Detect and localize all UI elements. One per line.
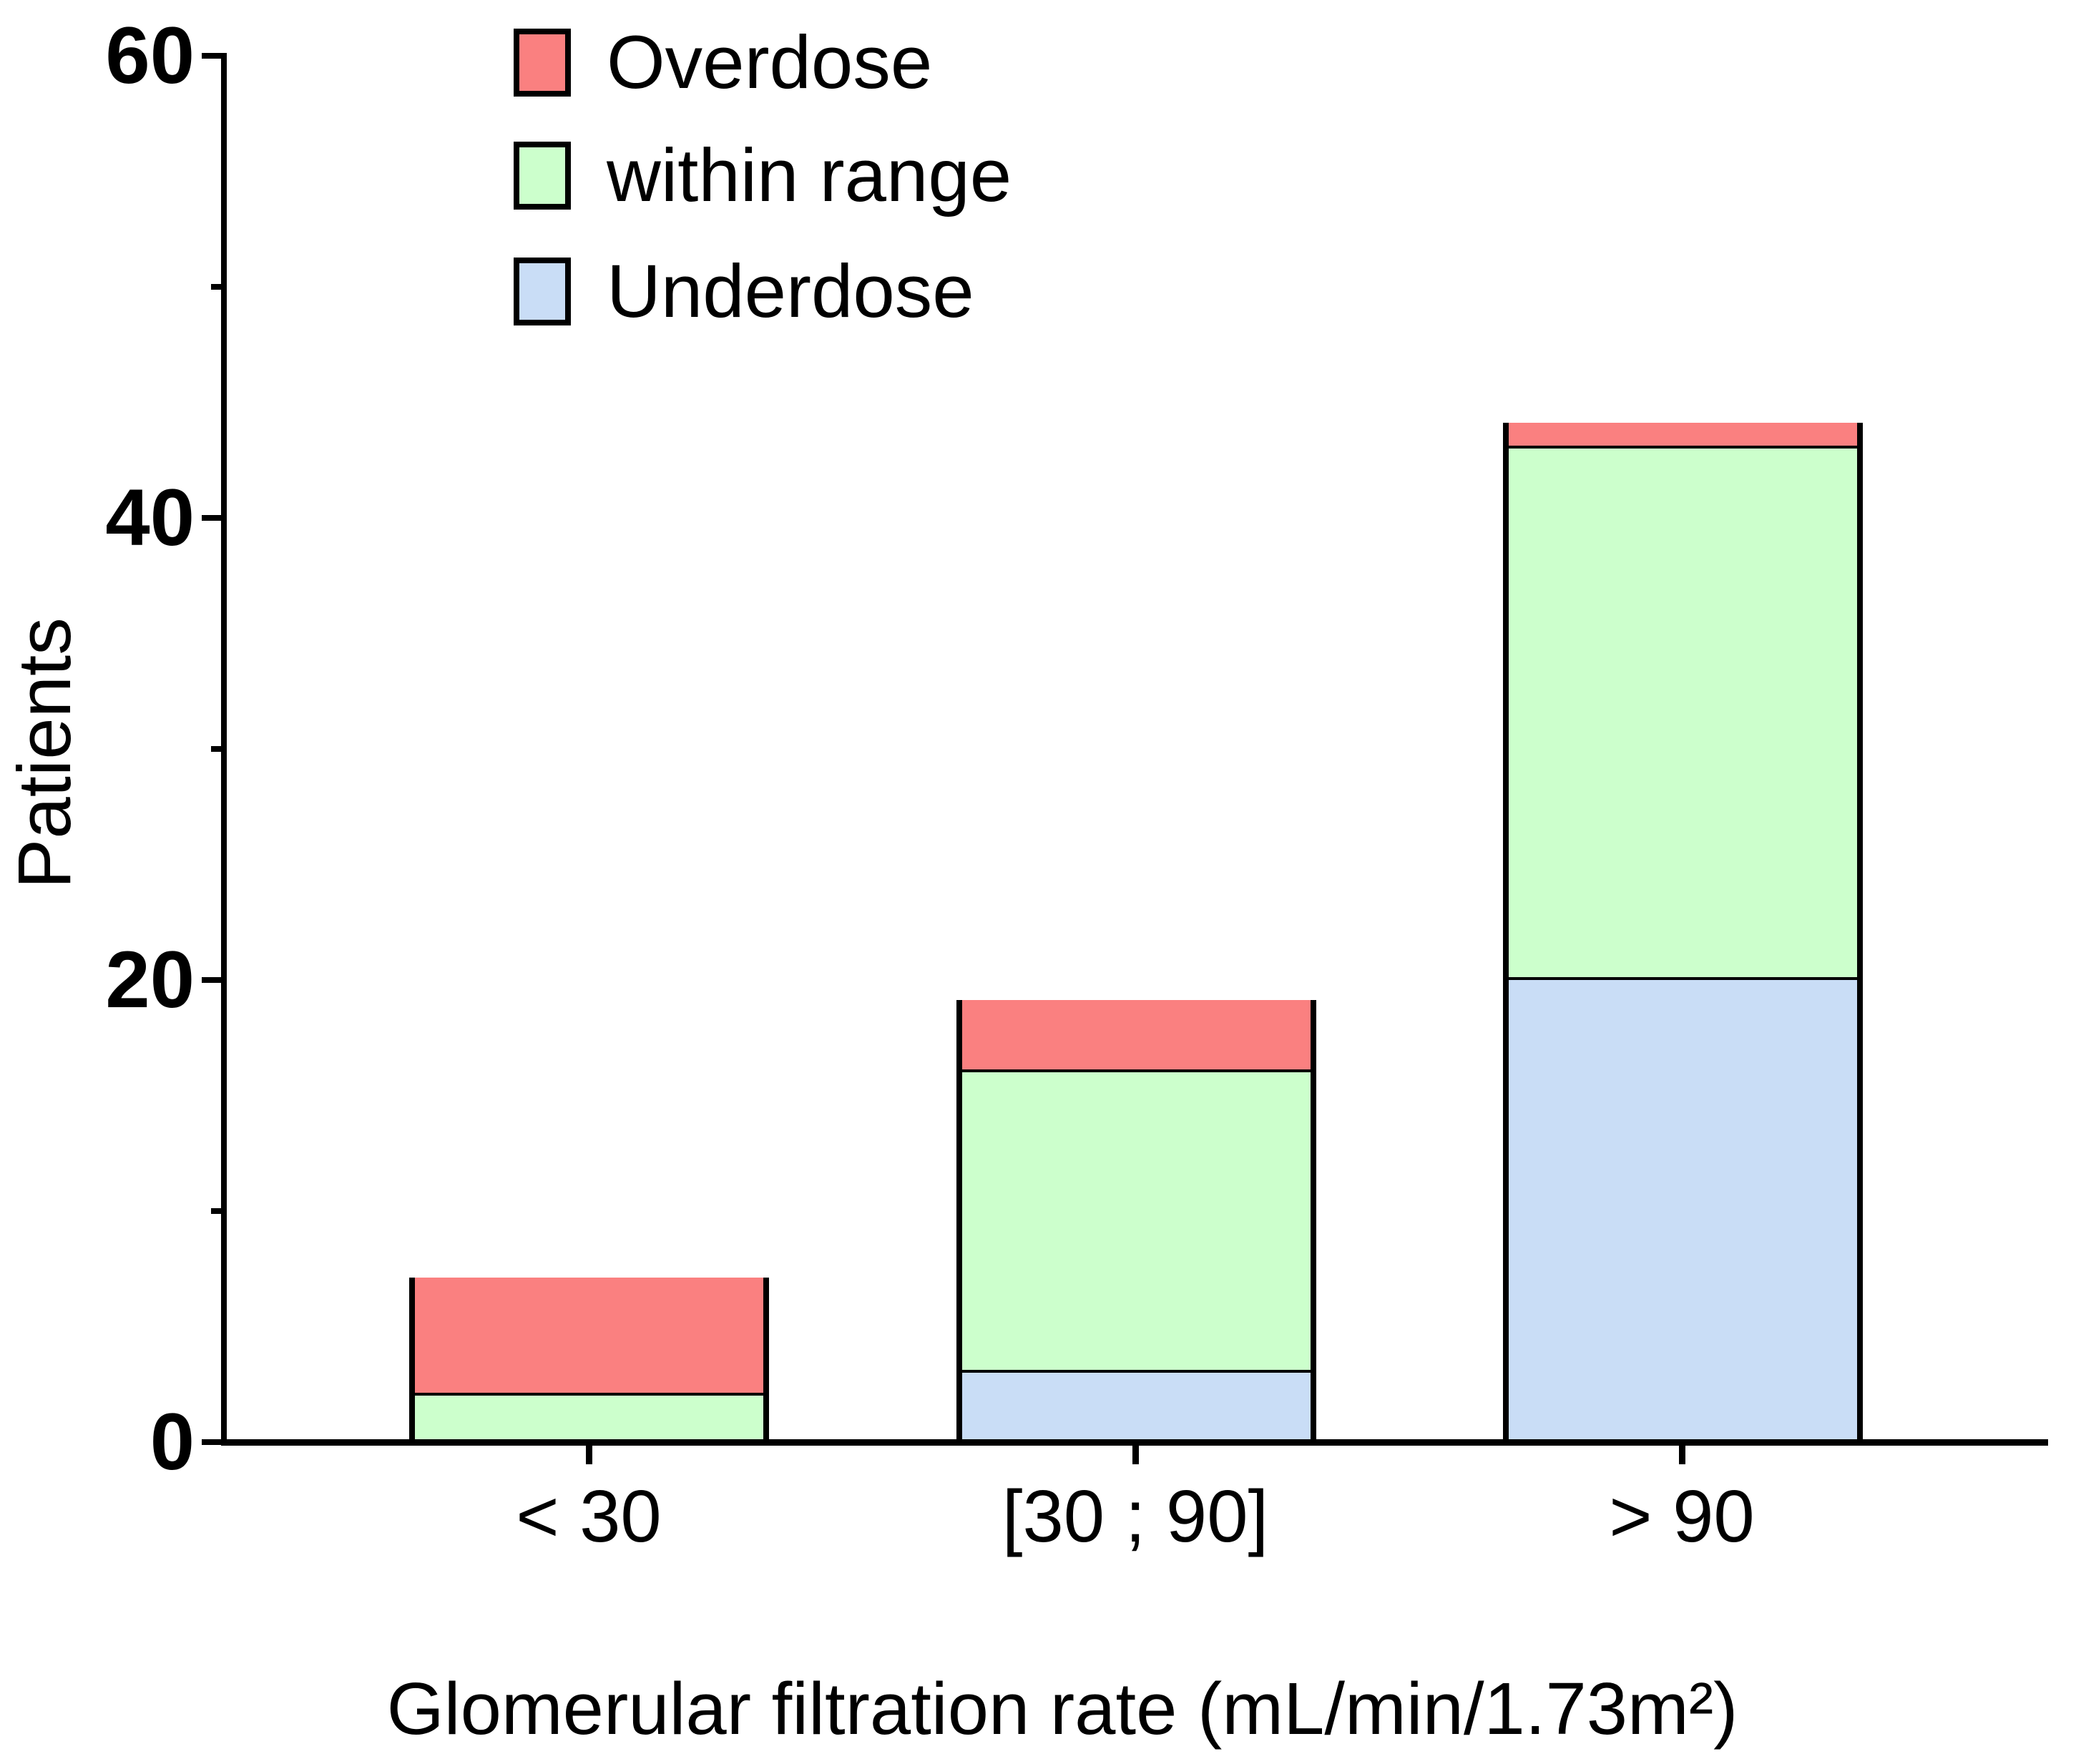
x-axis-title: Glomerular filtration rate (mL/min/1.73m…: [386, 1667, 1738, 1750]
legend-swatch-underdose: [514, 258, 571, 325]
legend-label-overdose: Overdose: [607, 21, 933, 104]
y-major-tick: [202, 515, 221, 521]
y-minor-tick: [211, 284, 221, 290]
legend-swatch-within-range: [514, 142, 571, 210]
bar--30: [409, 1277, 769, 1445]
y-minor-tick: [211, 746, 221, 752]
bar-segment-divider: [962, 1367, 1311, 1373]
x-tick-label--30: < 30: [516, 1475, 662, 1557]
y-axis-line: [221, 53, 227, 1446]
legend-item-within-range: within range: [514, 138, 1012, 213]
bar-segment-divider: [1509, 974, 1857, 980]
y-major-tick: [202, 977, 221, 983]
bar-segment-divider: [962, 1067, 1311, 1073]
bar--30-90-: [956, 1000, 1316, 1445]
bar-segment-divider: [415, 1390, 763, 1396]
bar-segment-underdose: [1509, 976, 1857, 1439]
legend-label-underdose: Underdose: [607, 250, 974, 333]
y-tick-label: 40: [105, 473, 195, 562]
legend-swatch-overdose: [514, 29, 571, 97]
x-tick: [1132, 1446, 1139, 1464]
y-major-tick: [202, 53, 221, 59]
x-tick-label--90: > 90: [1609, 1475, 1755, 1557]
bar-segment-underdose: [962, 1370, 1311, 1439]
legend-label-within-range: within range: [607, 134, 1012, 217]
x-tick: [1679, 1446, 1685, 1464]
bar-segment-within-range: [962, 1069, 1311, 1371]
legend-item-underdose: Underdose: [514, 254, 974, 329]
bar-segment-divider: [1509, 443, 1857, 449]
y-tick-label: 60: [105, 11, 195, 100]
bar-segment-within-range: [1509, 446, 1857, 977]
x-tick-label--30-90-: [30 ; 90]: [1002, 1475, 1269, 1557]
legend-item-overdose: Overdose: [514, 25, 932, 100]
y-major-tick: [202, 1439, 221, 1445]
y-axis-title: Patients: [3, 617, 87, 889]
y-tick-label: 20: [105, 935, 195, 1024]
bar--90: [1503, 422, 1863, 1445]
bar-segment-overdose: [962, 1000, 1311, 1070]
bar-segment-overdose: [1509, 422, 1857, 446]
y-tick-label: 0: [150, 1397, 195, 1486]
y-minor-tick: [211, 1208, 221, 1214]
bar-segment-overdose: [415, 1277, 763, 1393]
x-tick: [586, 1446, 592, 1464]
bar-segment-within-range: [415, 1393, 763, 1439]
